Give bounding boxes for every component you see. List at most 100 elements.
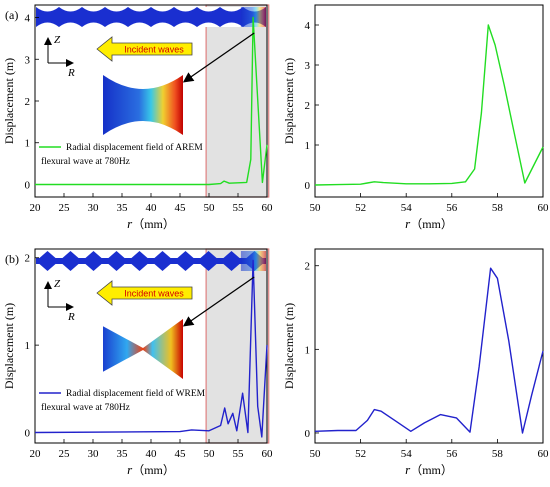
y-axis-label: Displacement (m) [2,58,16,144]
strip-notch [128,22,151,27]
x-tick-label: 20 [30,448,42,460]
x-tick-label: 40 [146,202,158,214]
x-tick-label: 25 [59,448,71,460]
y-tick-label: 3 [25,54,31,66]
x-axis-var: r [127,462,133,477]
x-axis-var: r [405,216,411,231]
plot-a-left: 20 25 30 35 40 45 50 55 60 0 1 2 3 4 Displacement (m) r… [2,4,274,231]
inset-contour [103,319,183,379]
plot-b-right: 50 52 54 56 58 60 0 1 2 Displacement (m) r（mm） [282,248,549,477]
strip-bar [220,258,243,264]
x-tick-label: 52 [355,448,366,460]
y-axis-label: Displacement (m) [282,303,296,389]
x-tick-label: 45 [175,202,187,214]
strip-bar [105,258,128,264]
panel-label: (a) [5,8,18,22]
incident-waves-label: Incident waves [124,45,184,55]
y-axis-label: Displacement (m) [2,303,16,389]
x-tick-label: 30 [88,448,100,460]
strip-cell [36,7,59,27]
x-tick-label: 55 [233,448,245,460]
incident-waves-arrow [96,36,193,62]
y-tick-label: 1 [25,340,31,352]
strip-bar [82,258,105,264]
series-line [35,16,268,186]
x-tick-label: 58 [492,202,504,214]
strip-notch [220,7,243,12]
strip-notch [36,22,59,27]
x-tick-label: 60 [538,202,550,214]
y-axis-label: Displacement (m) [282,58,296,144]
incident-waves-arrow [96,280,193,306]
x-tick-label: 20 [30,202,42,214]
y-tick-label: 0 [305,428,311,440]
x-axis-label: r（mm） [405,216,453,231]
strip-notch [105,7,128,12]
highlight-region [205,4,270,198]
strip-notch [82,7,105,12]
strip-cell [82,7,105,27]
x-tick-label: 45 [175,448,187,460]
r-axis-label: R [67,67,75,79]
strip-cell [105,7,128,27]
x-tick-label: 56 [446,448,458,460]
strip-notch [174,7,197,12]
strip-bar [151,258,174,264]
strip-cell [174,7,197,27]
strip-cell [151,7,174,27]
x-axis-label: r（mm） [127,216,175,231]
strip-bar [128,258,151,264]
x-tick-label: 25 [59,202,71,214]
x-tick-label: 50 [204,202,216,214]
strip-bar [174,258,197,264]
strip-notch [105,22,128,27]
plot-a-right: 50 52 54 56 58 60 0 1 2 3 4 Displacement (m) r（mm） [282,4,550,231]
y-tick-label: 0 [305,180,311,192]
strip-notch [59,22,82,27]
x-tick-label: 60 [262,448,274,460]
strip-notch [128,7,151,12]
x-tick-label: 60 [262,202,274,214]
z-axis-label: Z [54,34,61,46]
pointer-arrow [182,32,255,83]
x-axis-var: r [127,216,133,231]
strip-bar [59,258,82,264]
x-tick-label: 50 [310,448,322,460]
axes-frame [314,248,544,444]
y-tick-label: 0 [25,179,31,191]
strip-notch [151,22,174,27]
x-tick-label: 35 [117,448,129,460]
x-axis-unit: （mm） [410,217,453,231]
strip-cell [59,7,82,27]
series-line [34,259,268,438]
strip-notch [82,22,105,27]
y-tick-label: 1 [305,140,311,152]
panel-label: (b) [5,252,19,266]
x-tick-label: 58 [492,448,504,460]
x-axis-var: r [405,462,411,477]
x-tick-label: 30 [88,202,100,214]
plot-b-left: 20 25 30 35 40 45 50 55 60 0 1 2 Displacement (m) r（m… [2,248,274,477]
incident-waves-label: Incident waves [124,289,184,299]
strip-cell [220,7,243,27]
legend-line-1: Radial displacement field of AREM [66,142,203,153]
series-line [314,24,544,186]
z-axis-label: Z [54,278,61,290]
y-tick-label: 1 [25,138,31,150]
x-axis-label: r（mm） [405,462,453,477]
x-axis-label: r（mm） [127,462,175,477]
y-tick-label: 2 [25,96,31,108]
strip-notch [197,22,220,27]
x-tick-label: 35 [117,202,129,214]
legend-line-1: Radial displacement field of WREM [66,388,206,399]
y-tick-label: 0 [25,428,31,440]
legend-line-2: flexural wave at 780Hz [41,156,130,167]
axes-frame [314,4,544,198]
x-tick-label: 52 [355,202,366,214]
strip-cell [197,7,220,27]
pointer-arrow [182,276,255,327]
x-tick-label: 50 [204,448,216,460]
strip-notch [36,7,59,12]
y-tick-label: 4 [305,20,311,32]
